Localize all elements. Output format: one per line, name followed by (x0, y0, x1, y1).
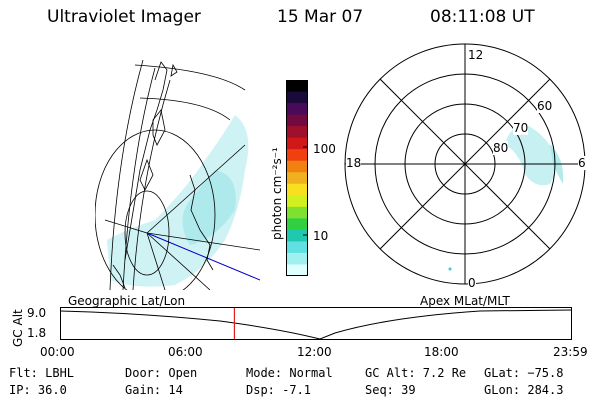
timeline-ytick-bottom: 1.8 (27, 326, 47, 340)
mlt-label-6: 6 (578, 156, 586, 170)
colorbar-unit-label: photon cm⁻²s⁻¹ (270, 147, 284, 240)
colorbar-segment (286, 252, 308, 265)
colorbar-segment (286, 160, 308, 173)
gain-info: Gain: 14 (125, 383, 183, 397)
mlat-label-80: 80 (493, 141, 509, 155)
date-label: 15 Mar 07 (277, 7, 364, 27)
mlt-label-18: 18 (346, 156, 362, 170)
timeline-ytick-top: 9.0 (27, 306, 47, 320)
mlat-label-70: 70 (513, 121, 529, 135)
colorbar-segment (286, 241, 308, 254)
colorbar-segment (286, 80, 308, 93)
instrument-title: Ultraviolet Imager (47, 7, 201, 27)
timeline-ylabel: GC Alt (11, 309, 25, 347)
colorbar-tick-100: 100 (313, 142, 336, 156)
apex-panel-title: Apex MLat/MLT (420, 294, 510, 308)
colorbar-segment (286, 195, 308, 208)
filter-info: Flt: LBHL (9, 366, 75, 380)
gc-altitude-timeline (60, 307, 572, 340)
colorbar-segment (286, 229, 308, 242)
colorbar-segment (286, 126, 308, 139)
door-info: Door: Open (125, 366, 198, 380)
ip-info: IP: 36.0 (9, 383, 67, 397)
colorbar-segment (286, 103, 308, 116)
dsp-info: Dsp: -7.1 (246, 383, 312, 397)
mode-info: Mode: Normal (246, 366, 333, 380)
colorbar-segment (286, 218, 308, 231)
colorbar-tick-10: 10 (313, 229, 329, 243)
timeline-xtick-0600: 06:00 (168, 345, 203, 359)
time-label: 08:11:08 UT (430, 7, 535, 27)
timeline-xtick-0000: 00:00 (40, 345, 75, 359)
glat-info: GLat: −75.8 (484, 366, 564, 380)
geographic-map (95, 59, 260, 290)
colorbar-segment (286, 137, 308, 150)
mlat-label-60: 60 (537, 99, 553, 113)
seq-info: Seq: 39 (365, 383, 416, 397)
colorbar-segment (286, 149, 308, 162)
colorbar-segment (286, 183, 308, 196)
gc-alt-info: GC Alt: 7.2 Re (365, 366, 467, 380)
geographic-panel-title: Geographic Lat/Lon (68, 294, 186, 308)
colorbar-segment (286, 206, 308, 219)
colorbar-segment (286, 114, 308, 127)
timeline-xtick-2359: 23:59 (553, 345, 588, 359)
timeline-xtick-1200: 12:00 (297, 345, 332, 359)
glon-info: GLon: 284.3 (484, 383, 564, 397)
colorbar-segment (286, 264, 308, 276)
mlt-label-12: 12 (468, 48, 484, 62)
mlat-mlt-polar-plot (344, 43, 586, 285)
colorbar-segment (286, 172, 308, 185)
mlt-label-0: 0 (468, 276, 476, 290)
color-scale-bar (286, 80, 308, 276)
colorbar-segment (286, 91, 308, 104)
timeline-xtick-1800: 18:00 (424, 345, 459, 359)
